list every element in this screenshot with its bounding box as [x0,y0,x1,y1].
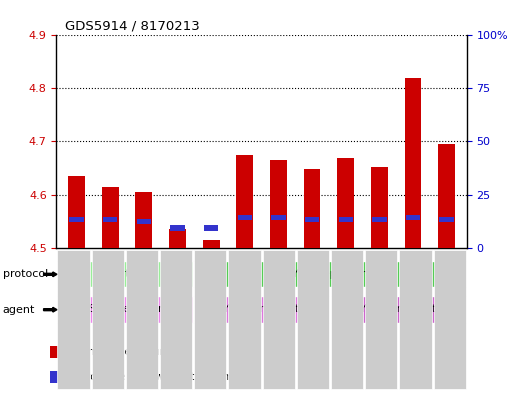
Bar [68,176,85,248]
Bar [50,371,64,383]
Bar [438,144,455,248]
Bar [50,346,64,358]
Bar [405,78,421,248]
Bar [305,217,319,222]
Bar [406,215,420,220]
Bar [194,261,466,287]
Bar [194,296,329,323]
Bar [203,240,220,248]
Bar [135,192,152,248]
Bar [440,217,454,222]
Bar [69,217,84,222]
Bar [372,217,386,222]
Text: control: control [106,269,144,279]
Text: GDS5914 / 8170213: GDS5914 / 8170213 [65,20,200,33]
Bar [204,225,219,231]
Text: YAP depletion: YAP depletion [292,269,368,279]
Text: percentile rank within the sample: percentile rank within the sample [73,372,248,382]
Text: agent: agent [3,305,35,315]
Bar [339,217,353,222]
Text: siYAP construct 1: siYAP construct 1 [214,305,309,314]
Bar [304,169,321,248]
Bar [102,187,119,248]
Bar [169,229,186,248]
Bar [137,219,151,224]
Bar [236,155,253,248]
Bar [371,167,388,248]
Bar [103,217,117,222]
Text: transformed count: transformed count [73,347,170,357]
Bar [271,215,286,220]
Text: protocol: protocol [3,269,48,279]
Bar [331,296,466,323]
Bar [338,158,354,248]
Bar [57,296,192,323]
Text: RISC-free control: RISC-free control [78,305,172,314]
Text: siYAP construct 2: siYAP construct 2 [350,305,446,314]
Bar [270,160,287,248]
Bar [57,261,192,287]
Bar [238,215,252,220]
Bar [170,225,185,231]
